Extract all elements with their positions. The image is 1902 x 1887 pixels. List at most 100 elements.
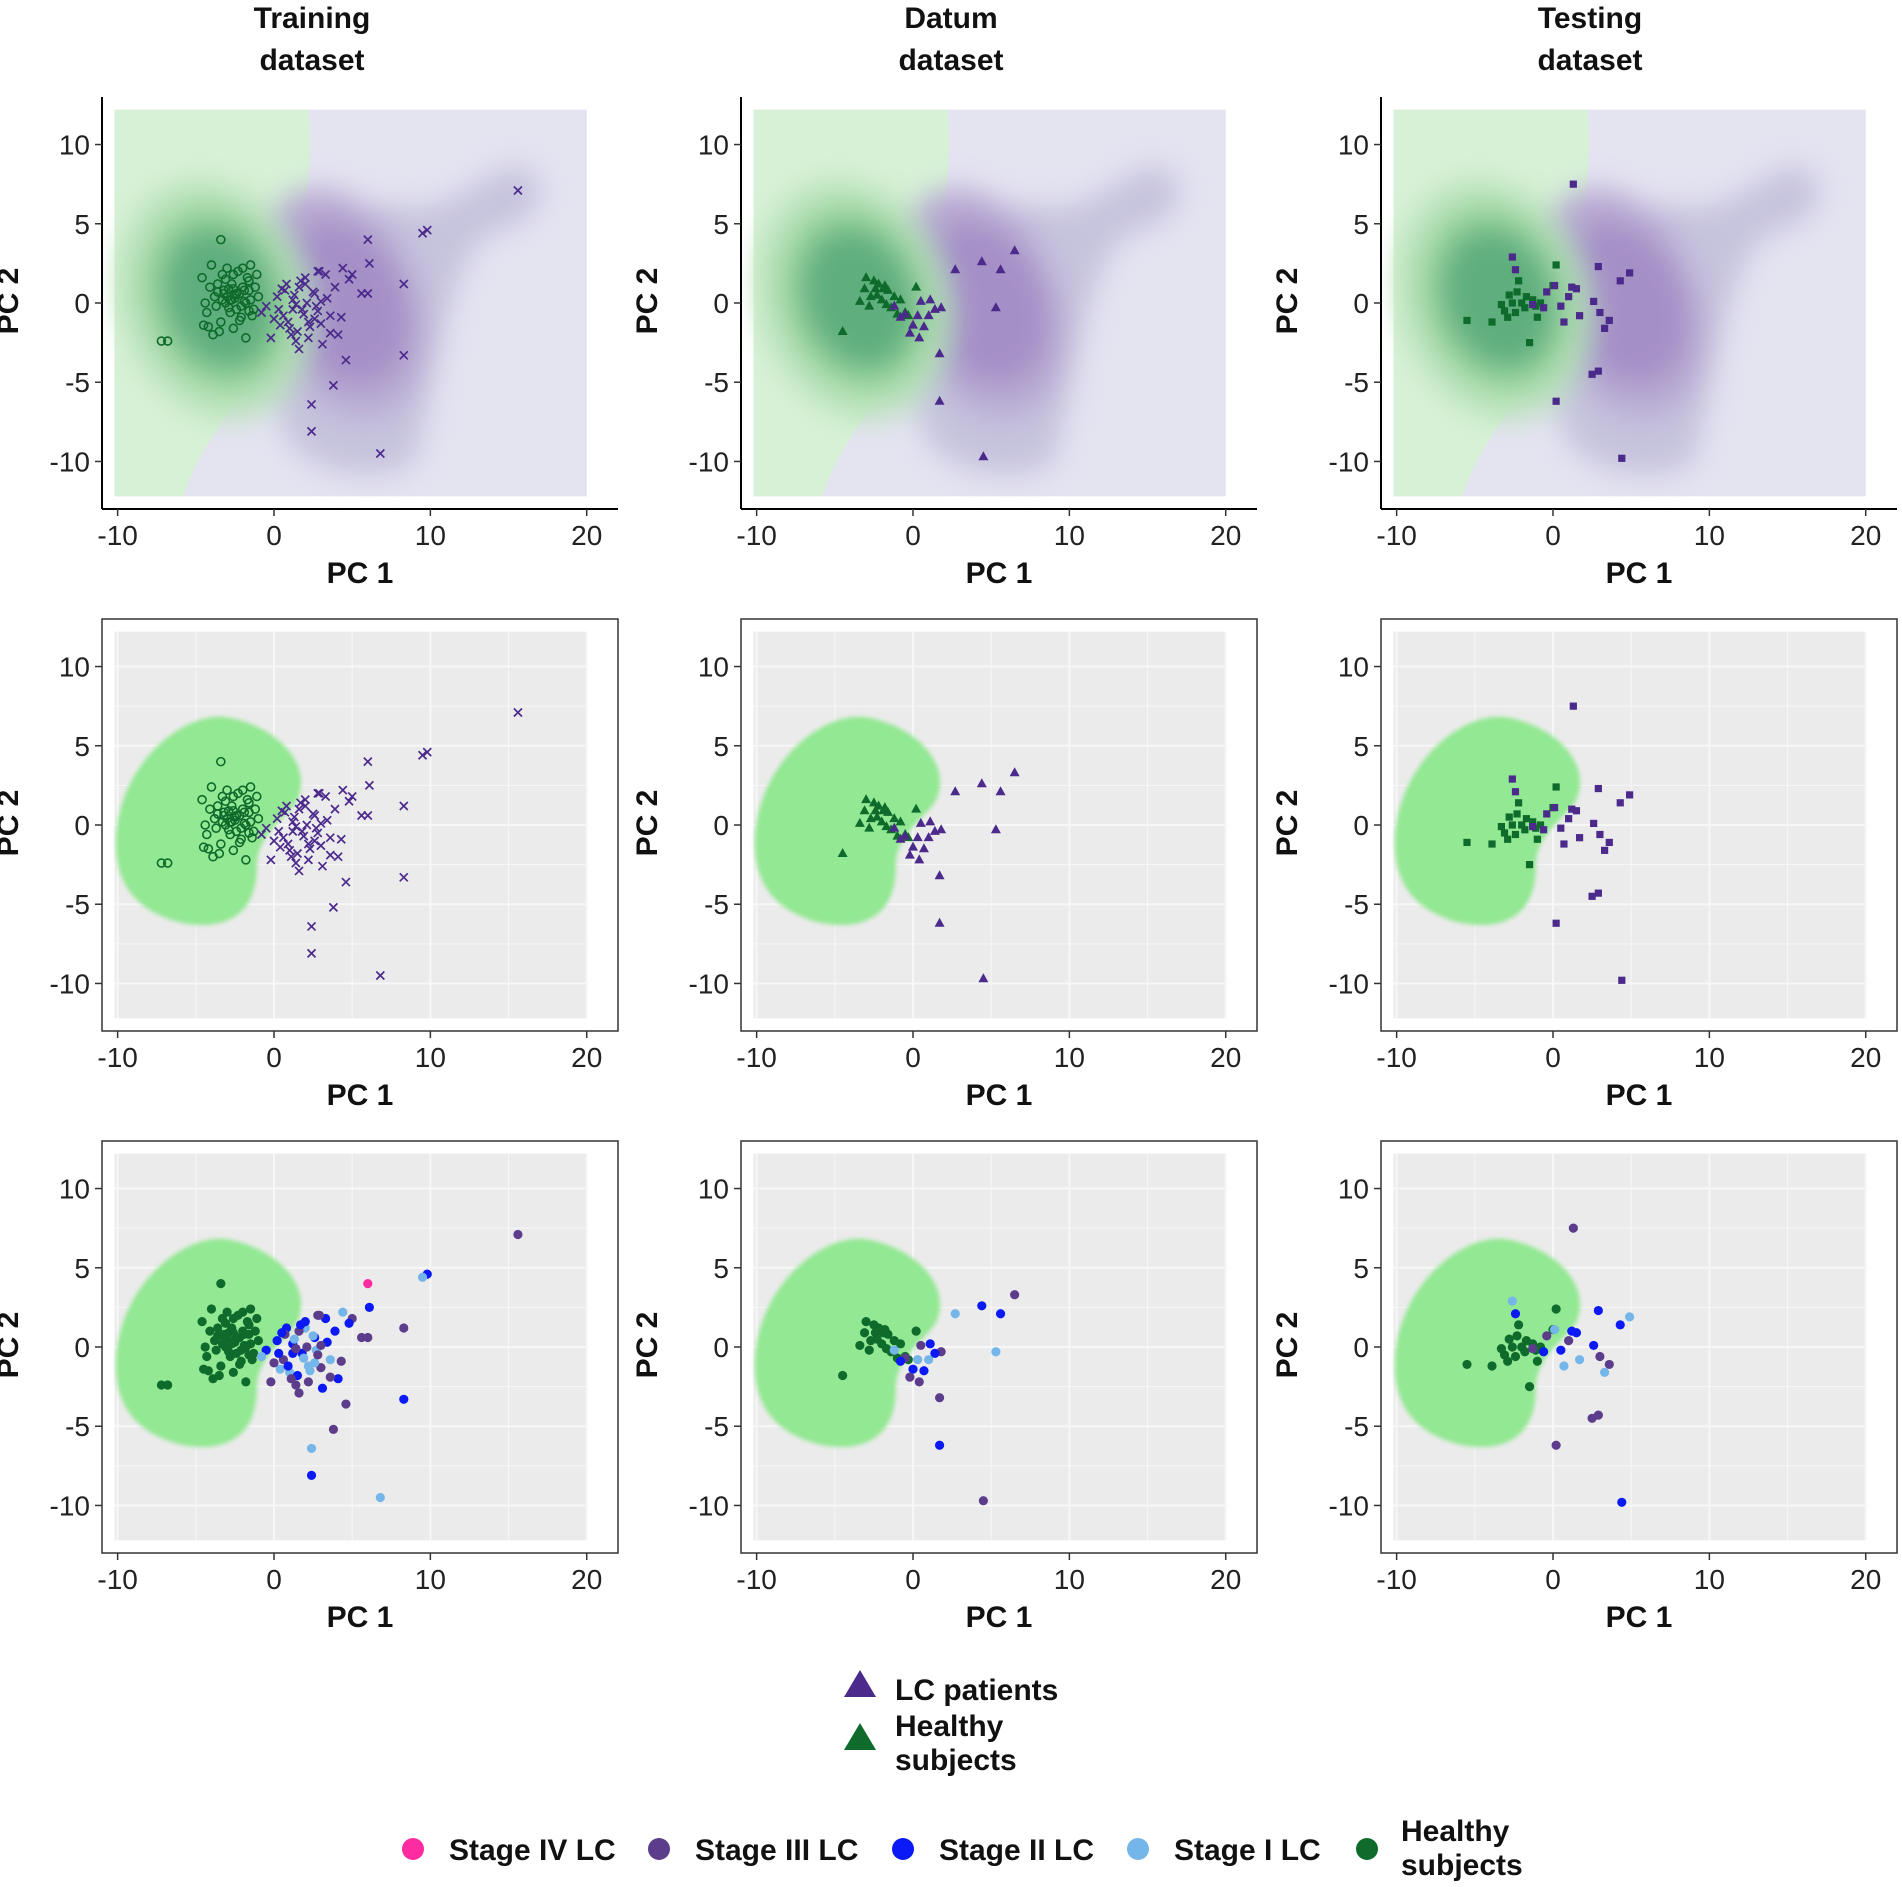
healthy-point — [217, 791, 228, 802]
lc-point — [277, 1328, 287, 1338]
lc-point — [916, 1340, 926, 1351]
x-tick-label: 10 — [415, 1042, 446, 1073]
healthy-point — [1522, 815, 1531, 823]
lc-point — [912, 832, 923, 842]
healthy-point — [212, 287, 223, 297]
lc-point — [314, 266, 324, 276]
lc-point — [292, 848, 303, 859]
healthy-point — [245, 295, 256, 305]
lc-point — [399, 1323, 409, 1333]
healthy-point — [241, 333, 251, 343]
lc-point — [1552, 919, 1560, 927]
healthy-point — [220, 796, 231, 807]
healthy-point — [242, 1317, 253, 1327]
healthy-region — [754, 716, 940, 925]
healthy-point — [242, 272, 253, 283]
healthy-point — [1504, 313, 1512, 321]
healthy-point — [212, 809, 223, 819]
lc-point — [316, 1340, 326, 1351]
y-axis-label: PC 2 — [1271, 268, 1304, 335]
healthy-point — [1525, 861, 1534, 869]
x-axis-label: PC 1 — [327, 1079, 394, 1112]
legend-stage: Stage IV LC Stage III LC Stage II LC Sta… — [364, 1800, 1544, 1884]
healthy-point — [1508, 299, 1516, 307]
healthy-point — [236, 1356, 246, 1366]
lc-point — [1595, 1351, 1605, 1362]
lc-point — [1626, 791, 1634, 799]
lc-point — [286, 852, 296, 862]
healthy-point — [228, 323, 239, 334]
lc-point — [399, 279, 409, 289]
lc-point — [283, 839, 293, 849]
healthy-point — [864, 1345, 874, 1355]
y-tick-label: 5 — [74, 731, 90, 762]
x-tick-label: 0 — [905, 1042, 921, 1073]
healthy-point — [1515, 799, 1523, 807]
lc-point — [991, 1347, 1001, 1357]
healthy-point — [251, 269, 262, 280]
healthy-point — [1503, 1356, 1513, 1366]
lc-point — [908, 841, 918, 851]
plot-area — [114, 109, 587, 497]
data-points — [1462, 1223, 1635, 1507]
lc-point — [1568, 283, 1576, 291]
lc-point — [347, 269, 357, 280]
healthy-point — [864, 822, 875, 832]
lc-point — [978, 1496, 988, 1506]
legend-healthy-dot-label-line2: subjects — [1401, 1849, 1523, 1882]
healthy-point — [206, 782, 217, 792]
healthy-point — [213, 1323, 223, 1333]
lc-point — [1625, 1312, 1635, 1322]
lc-point — [303, 1361, 313, 1371]
lc-point — [316, 1363, 326, 1373]
healthy-point — [882, 806, 893, 816]
lc-point — [1593, 1410, 1603, 1420]
healthy-point — [241, 1377, 251, 1387]
lc-point — [364, 1302, 374, 1312]
lc-point — [313, 788, 323, 798]
lc-point — [936, 824, 947, 834]
healthy-point — [895, 1339, 906, 1349]
lc-point — [422, 225, 432, 235]
healthy-point — [1507, 1342, 1517, 1352]
healthy-point — [226, 801, 237, 811]
lc-point — [1560, 840, 1568, 848]
lc-point — [934, 917, 945, 927]
lc-point — [889, 300, 900, 310]
healthy-point — [1513, 288, 1521, 296]
panel-datum-row2: -10 0 10 20 10 5 0 -5 -10 PC 1 PC 2 — [631, 618, 1258, 1112]
healthy-point — [226, 295, 237, 305]
lc-point — [256, 307, 267, 318]
healthy-point — [881, 821, 892, 831]
healthy-point — [247, 310, 257, 321]
healthy-point — [1552, 261, 1560, 269]
lc-point — [328, 380, 339, 391]
healthy-point — [245, 260, 256, 270]
lc-point — [1529, 300, 1537, 309]
legend-healthy-dot-icon — [1356, 1838, 1378, 1860]
lc-point — [333, 852, 343, 862]
x-tick-label: -10 — [736, 1564, 776, 1595]
legend-stage2-label: Stage II LC — [939, 1834, 1094, 1867]
lc-point — [308, 1331, 318, 1341]
x-tick-label: 10 — [1694, 1564, 1725, 1595]
lc-point — [272, 814, 282, 824]
y-tick-label: 10 — [1338, 1174, 1369, 1205]
healthy-point — [1463, 838, 1471, 847]
lc-point — [1540, 304, 1548, 312]
healthy-point — [225, 307, 236, 318]
y-tick-label: -5 — [704, 889, 729, 920]
lc-point — [924, 1355, 934, 1365]
lc-point — [375, 448, 385, 459]
data-points — [838, 1290, 1020, 1506]
lc-point — [313, 828, 323, 838]
lc-point — [915, 817, 926, 827]
x-tick-label: -10 — [1376, 520, 1416, 551]
lc-point — [1605, 316, 1613, 325]
x-tick-label: -10 — [1376, 1564, 1416, 1595]
legend-stage4-dot-icon — [402, 1838, 424, 1860]
legend-healthy-triangle-icon — [844, 1723, 876, 1750]
healthy-point — [1518, 821, 1526, 829]
healthy-point — [208, 851, 218, 862]
lc-point — [288, 826, 298, 836]
